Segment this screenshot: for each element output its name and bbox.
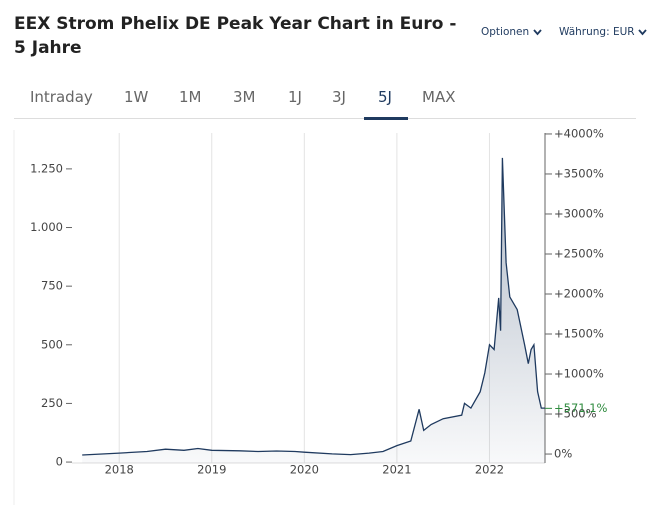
y-tick-label: 1.000 [30,220,63,234]
y2-tick-label: +2500% [554,246,604,260]
last-value-label: +571,1% [554,401,608,415]
y-tick-label: 500 [41,337,63,351]
y2-tick-label: +3000% [554,206,604,220]
y-tick-label: 750 [41,279,63,293]
tab[interactable]: 3M [233,88,256,106]
y2-tick-label: +4000% [554,126,604,140]
chart-title: EEX Strom Phelix DE Peak Year Chart in E… [14,14,457,58]
tab[interactable]: 3J [332,88,346,106]
currency-button[interactable]: Währung: EUR [559,26,647,38]
currency-label: Währung: EUR [559,26,635,38]
x-tick-label: 2018 [105,463,134,477]
x-tick-label: 2020 [290,463,319,477]
x-tick-label: 2021 [382,463,411,477]
options-label: Optionen [481,26,530,38]
tab[interactable]: MAX [422,88,456,106]
y2-tick-label: +1000% [554,367,604,381]
y2-tick-label: +500% [554,407,597,421]
tab[interactable]: 1W [124,88,149,106]
options-button[interactable]: Optionen [481,26,542,38]
chevron [638,29,647,36]
x-tick-label: 2022 [475,463,504,477]
tab[interactable]: 1M [179,88,202,106]
y-tick-label: 1.250 [30,161,63,175]
tab[interactable]: 5J [378,88,392,106]
price-line [82,157,545,456]
y2-tick-label: +1500% [554,327,604,341]
tab[interactable]: Intraday [30,88,93,106]
y2-tick-label: +2000% [554,286,604,300]
y2-tick-label: +3500% [554,166,604,180]
x-tick-label: 2019 [197,463,226,477]
y-tick-label: 0 [56,455,63,469]
tab[interactable]: 1J [288,88,302,106]
chevron [532,29,542,36]
y2-tick-label: 0% [554,447,572,461]
tab-indicator [364,117,408,120]
tab-bar: Intraday 1W 1M 3M 1J 3J 5J MAX [14,84,636,120]
area [82,157,545,463]
y-tick-label: 250 [41,396,63,410]
